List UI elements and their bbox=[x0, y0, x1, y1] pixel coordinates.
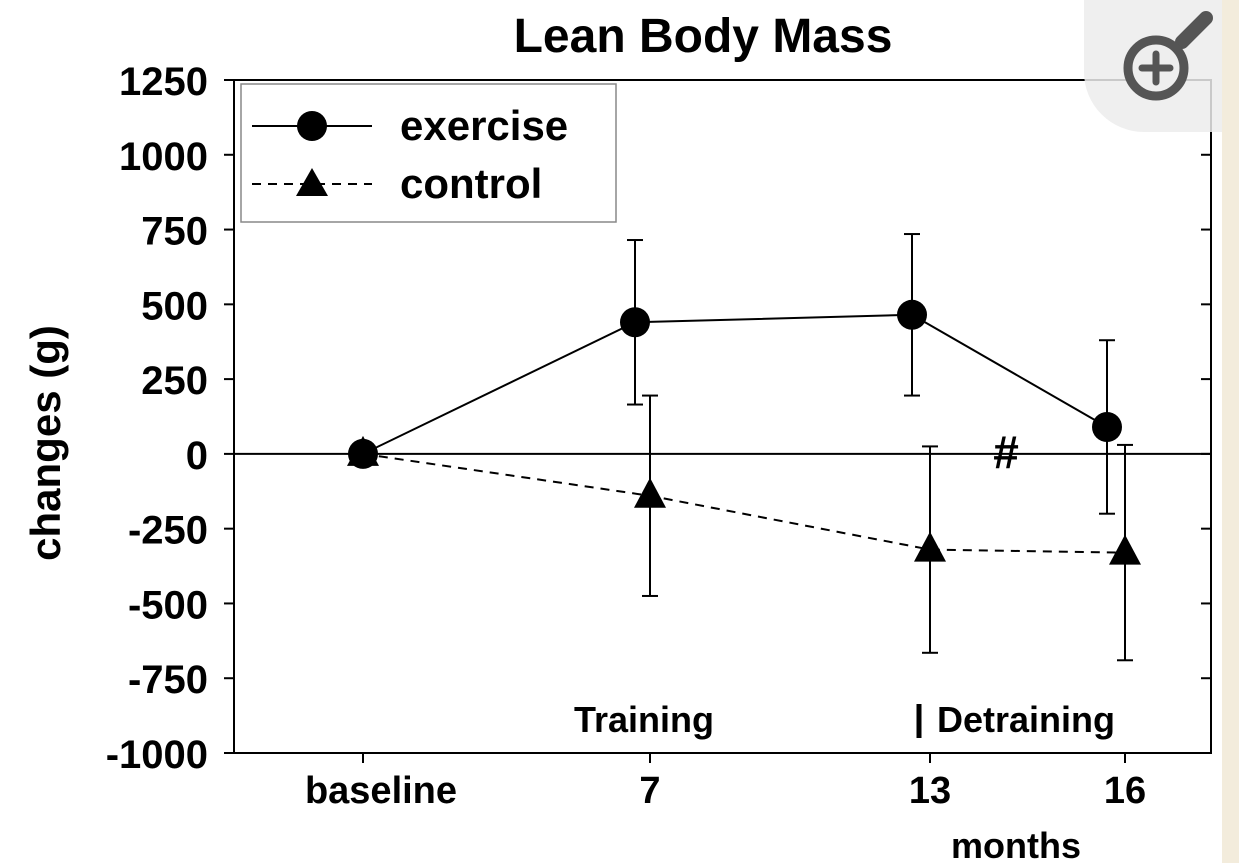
series-layer bbox=[347, 233, 1141, 662]
x-tick-label: baseline bbox=[305, 770, 457, 812]
legend-exercise-marker bbox=[297, 111, 327, 141]
y-axis-ticks: 1250 1000 750 500 250 0 -250 -500 -750 -1000 bbox=[106, 60, 1211, 777]
y-tick-label: -750 bbox=[128, 658, 208, 702]
legend-exercise-label: exercise bbox=[400, 102, 568, 149]
exercise-point bbox=[1092, 411, 1122, 442]
significance-marker: # bbox=[993, 426, 1019, 478]
x-tick-label: 16 bbox=[1104, 770, 1146, 812]
control-point bbox=[914, 531, 946, 562]
control-point bbox=[347, 435, 379, 466]
exercise-point bbox=[897, 299, 927, 330]
y-tick-label: 500 bbox=[141, 284, 208, 328]
legend-control-label: control bbox=[400, 160, 542, 207]
x-tick-label: 13 bbox=[909, 770, 951, 812]
y-tick-label: 0 bbox=[186, 434, 208, 478]
x-axis-label: months bbox=[951, 825, 1081, 863]
exercise-point bbox=[620, 307, 650, 338]
training-label: Training bbox=[574, 699, 714, 740]
y-tick-label: -500 bbox=[128, 583, 208, 627]
control-point bbox=[1109, 534, 1141, 565]
y-tick-label: 750 bbox=[141, 210, 208, 254]
y-axis-label: changes (g) bbox=[22, 325, 69, 561]
y-tick-label: -1000 bbox=[106, 733, 208, 777]
control-point bbox=[634, 477, 666, 508]
page-edge bbox=[1222, 0, 1239, 863]
legend: exercise control bbox=[240, 83, 617, 223]
control-series-line bbox=[362, 452, 1126, 554]
x-axis-ticks: baseline 7 13 16 bbox=[305, 753, 1146, 812]
y-tick-label: 1250 bbox=[119, 60, 208, 104]
legend-control-marker bbox=[296, 168, 328, 196]
zoom-button[interactable] bbox=[1084, 0, 1222, 132]
y-tick-label: -250 bbox=[128, 509, 208, 553]
legend-box bbox=[240, 83, 617, 223]
exercise-series-line bbox=[362, 313, 1108, 455]
y-tick-label: 250 bbox=[141, 359, 208, 403]
chart-title: Lean Body Mass bbox=[514, 10, 893, 63]
y-tick-label: 1000 bbox=[119, 135, 208, 179]
x-tick-label: 7 bbox=[639, 770, 660, 812]
detraining-label: Detraining bbox=[937, 699, 1115, 740]
zoom-in-icon bbox=[1123, 11, 1213, 101]
plot-area-frame bbox=[233, 79, 1212, 754]
